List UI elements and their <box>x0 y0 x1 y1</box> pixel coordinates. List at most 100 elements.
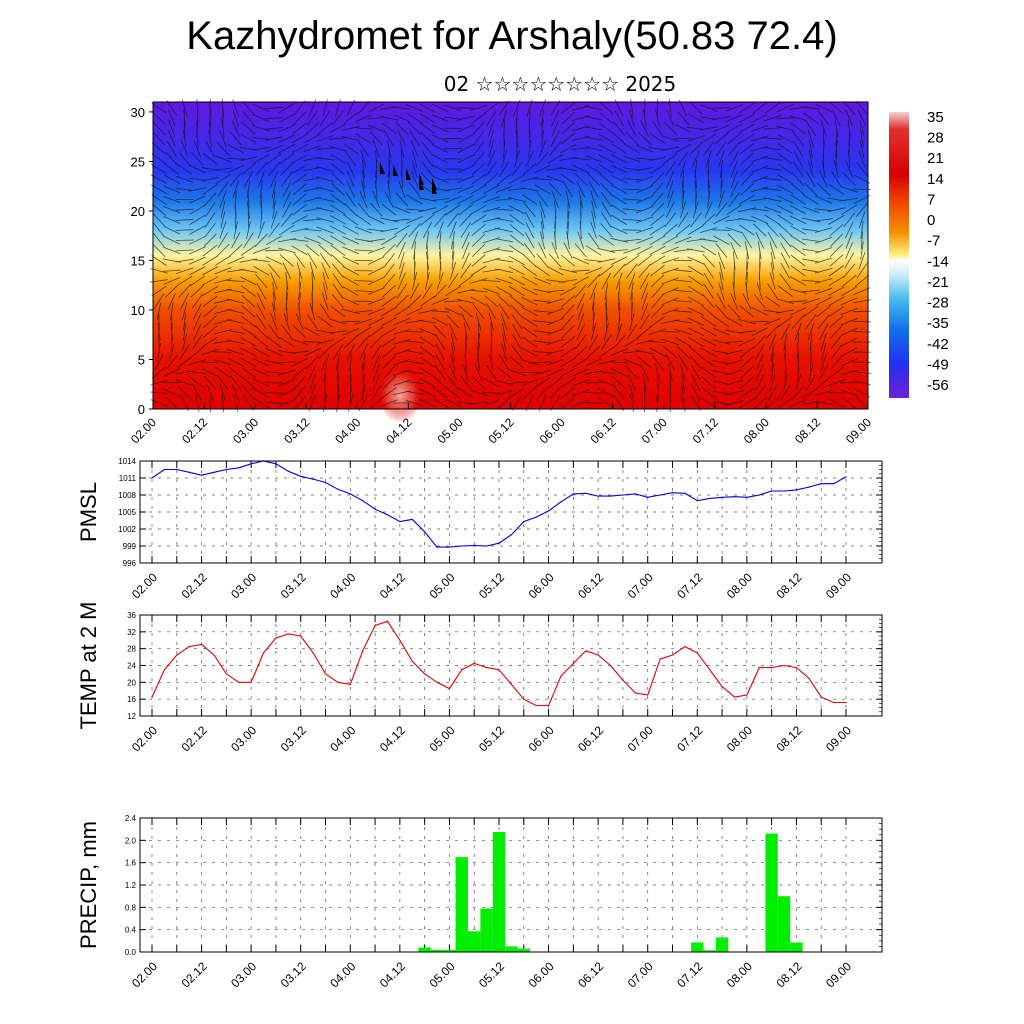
wind-barb <box>712 370 731 375</box>
data-point <box>746 496 748 498</box>
wind-barb <box>740 183 754 196</box>
wind-barb <box>393 379 411 386</box>
data-point <box>820 696 822 698</box>
wind-barb <box>801 258 820 263</box>
wind-barb <box>316 176 334 183</box>
wind-barb <box>700 327 717 337</box>
wind-barb <box>712 350 731 355</box>
wind-barb <box>636 216 654 224</box>
wind-barb <box>165 151 179 166</box>
wind-barb <box>746 251 748 270</box>
wind-barb <box>431 198 450 201</box>
wind-barb <box>776 103 794 113</box>
wind-barb <box>196 109 199 128</box>
wind-barb <box>460 263 472 279</box>
data-point <box>486 667 488 669</box>
wind-barb <box>686 126 705 130</box>
wind-barb <box>495 380 513 386</box>
wind-barb <box>814 227 833 233</box>
wind-barb <box>342 225 359 235</box>
y-tick-label: 1008 <box>118 491 136 500</box>
wind-barb <box>718 282 725 300</box>
wind-barb <box>371 384 382 401</box>
wind-barb <box>451 241 455 260</box>
wind-barb <box>551 119 560 137</box>
wind-barb <box>162 269 181 272</box>
wind-barb <box>780 323 791 340</box>
wind-barb <box>700 397 717 409</box>
wind-barb <box>495 217 514 222</box>
wind-barb <box>840 186 858 193</box>
wind-barb <box>435 344 445 361</box>
wind-barb <box>487 150 496 168</box>
wind-barb <box>738 337 756 347</box>
wind-barb <box>380 227 398 233</box>
wind-barb <box>330 336 346 348</box>
data-point <box>733 696 736 698</box>
wind-barb <box>536 151 549 166</box>
wind-barb <box>687 265 704 276</box>
wind-barb <box>764 214 781 226</box>
data-point <box>746 694 748 696</box>
wind-barb <box>323 363 327 382</box>
wind-barb <box>271 180 277 199</box>
wind-barb <box>842 100 856 116</box>
data-point <box>213 471 215 473</box>
wind-barb <box>362 160 365 179</box>
wind-barb <box>755 353 764 371</box>
x-tick-label: 07.00 <box>625 570 656 601</box>
wind-barb <box>298 282 302 301</box>
wind-barb <box>355 114 372 123</box>
x-tick-label: 05.12 <box>476 959 507 990</box>
wind-barb <box>604 282 609 301</box>
data-point <box>386 620 389 622</box>
wind-barb <box>615 323 623 341</box>
data-point <box>448 546 450 548</box>
wind-barb <box>316 197 334 203</box>
wind-barb <box>687 256 705 265</box>
wind-barb <box>170 302 174 321</box>
wind-barb <box>446 314 460 329</box>
chart-subtitle: 02 ☆☆☆☆☆☆☆☆ 2025 <box>443 72 677 96</box>
data-point <box>201 474 203 476</box>
wind-barb <box>661 308 679 315</box>
wind-barb <box>372 374 381 392</box>
wind-barb <box>202 153 218 165</box>
wind-barb <box>829 254 844 267</box>
wind-barb <box>331 254 345 268</box>
wind-barb <box>281 324 293 340</box>
wind-barb <box>522 386 537 400</box>
data-point <box>523 521 525 523</box>
wind-barb <box>650 274 665 288</box>
wind-barb <box>487 119 495 137</box>
wind-barb <box>293 375 306 390</box>
wind-barb <box>855 396 869 410</box>
wind-barb <box>163 206 181 214</box>
wind-barb <box>674 310 693 313</box>
wind-barb <box>368 256 385 265</box>
wind-barb <box>241 285 256 297</box>
wind-barb <box>303 167 322 171</box>
wind-barb <box>677 151 689 167</box>
wind-barb <box>751 215 769 224</box>
data-point <box>572 493 575 495</box>
wind-barb <box>202 336 218 348</box>
wind-barb <box>279 254 294 267</box>
wind-barb <box>751 124 769 132</box>
wind-barb <box>821 160 826 178</box>
wind-barb <box>418 320 437 324</box>
wind-barb <box>226 339 245 345</box>
wind-barb <box>252 259 271 262</box>
wind-barb <box>254 324 268 339</box>
wind-barb <box>750 186 769 193</box>
data-point <box>424 673 426 675</box>
wind-barb <box>219 384 226 402</box>
x-tick-label: 08.00 <box>724 959 755 990</box>
wind-barb <box>611 184 628 194</box>
data-point <box>399 521 401 523</box>
wind-barb <box>770 363 775 382</box>
wind-barb <box>600 182 613 197</box>
wind-barb <box>240 337 257 347</box>
wind-barb <box>406 104 424 112</box>
wind-barb <box>447 273 459 289</box>
